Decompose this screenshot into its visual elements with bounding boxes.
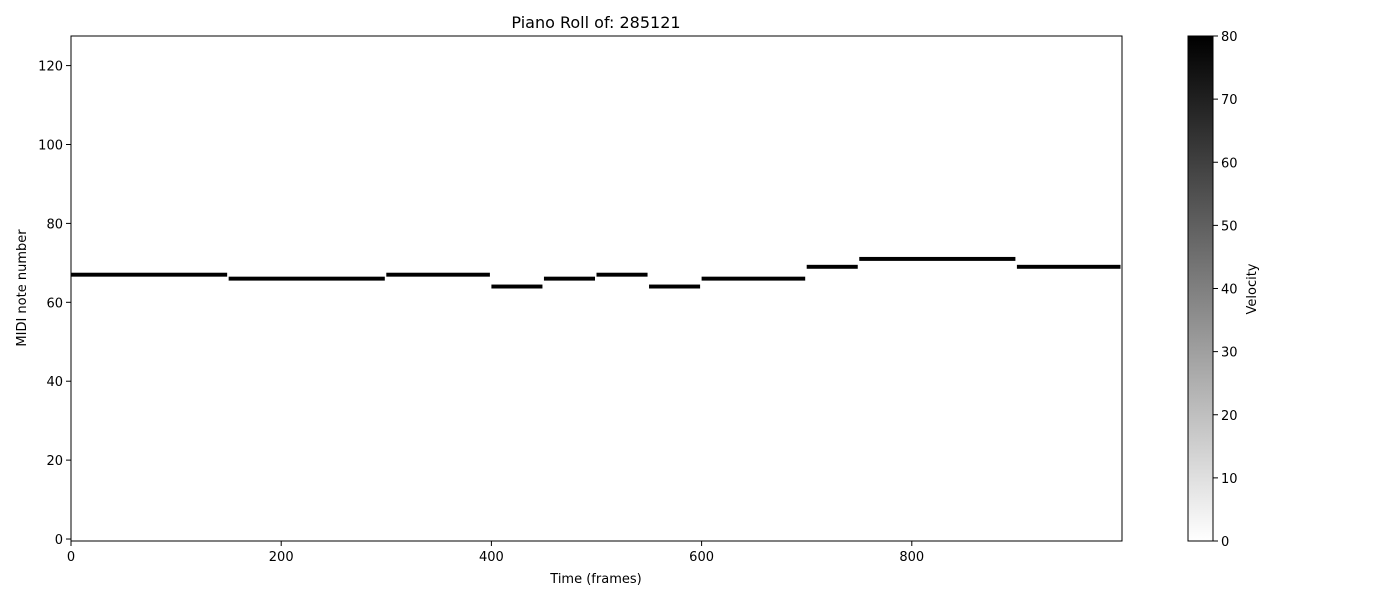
y-axis-label: MIDI note number <box>15 229 30 347</box>
y-tick-label: 40 <box>46 375 63 390</box>
note-bar <box>543 276 595 281</box>
note-bar <box>228 276 385 281</box>
note-bar <box>386 272 490 277</box>
colorbar-axis: 0 10 20 30 40 50 60 70 80 <box>1213 30 1238 550</box>
colorbar-tick-label: 70 <box>1221 93 1238 108</box>
colorbar-tick-label: 50 <box>1221 219 1238 234</box>
chart-title: Piano Roll of: 285121 <box>511 13 680 32</box>
x-tick-label: 0 <box>67 550 75 565</box>
colorbar-tick-label: 40 <box>1221 283 1238 298</box>
y-tick-label: 60 <box>46 296 63 311</box>
y-tick-label: 0 <box>55 533 63 548</box>
note-bar <box>71 272 228 277</box>
colorbar-tick-label: 80 <box>1221 30 1238 45</box>
x-tick-label: 800 <box>899 550 924 565</box>
y-axis: 0 20 40 60 80 100 120 <box>38 60 71 548</box>
x-axis: 0 200 400 600 800 <box>67 541 924 565</box>
y-tick-label: 80 <box>46 217 63 232</box>
plot-area <box>71 36 1122 541</box>
colorbar-tick-label: 0 <box>1221 535 1229 550</box>
plot-frame <box>70 35 1123 542</box>
note-bar <box>701 276 806 281</box>
x-tick-label: 600 <box>689 550 714 565</box>
x-axis-label: Time (frames) <box>549 572 641 587</box>
colorbar-tick-label: 30 <box>1221 346 1238 361</box>
notes-layer <box>71 256 1121 289</box>
note-bar <box>1016 264 1121 269</box>
colorbar-tick-label: 20 <box>1221 409 1238 424</box>
colorbar-tick-label: 10 <box>1221 472 1238 487</box>
y-tick-label: 120 <box>38 60 63 75</box>
colorbar-tick-label: 60 <box>1221 156 1238 171</box>
colorbar-label: Velocity <box>1245 263 1260 314</box>
note-bar <box>596 272 648 277</box>
note-bar <box>649 284 701 289</box>
y-tick-label: 20 <box>46 454 63 469</box>
colorbar <box>1187 35 1214 542</box>
x-tick-label: 400 <box>479 550 504 565</box>
note-bar <box>491 284 543 289</box>
note-bar <box>859 256 1016 261</box>
x-tick-label: 200 <box>269 550 294 565</box>
y-tick-label: 100 <box>38 138 63 153</box>
note-bar <box>806 264 858 269</box>
